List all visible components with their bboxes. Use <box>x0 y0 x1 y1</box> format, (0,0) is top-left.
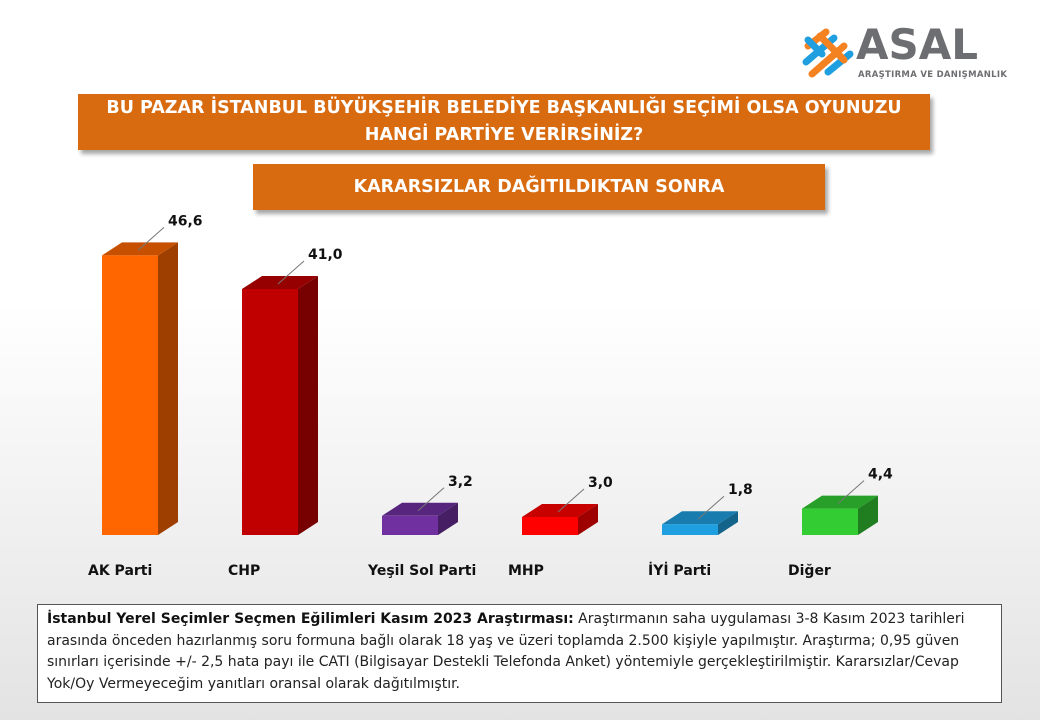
question-line-2: HANGİ PARTİYE VERİRSİNİZ? <box>364 125 644 145</box>
bar-side-chp <box>298 276 318 535</box>
bar-chp <box>242 289 298 535</box>
leader-line-chp <box>277 260 305 285</box>
category-label-ak-parti: AK Parti <box>88 563 152 579</box>
category-label-chp: CHP <box>228 563 260 579</box>
value-label-ak-parti: 46,6 <box>168 213 203 229</box>
note-text: Araştırmanın saha uygulaması 3-8 Kasım 2… <box>47 611 965 692</box>
bar-chart: 46,6 AK Parti 41,0 CHP 3,2 Yeşil Sol Parti 3,0… <box>88 213 893 579</box>
category-label-ye-il-sol-parti: Yeşil Sol Parti <box>367 563 476 579</box>
bar-side-ak-parti <box>158 242 178 535</box>
bar-side-i-yi-parti <box>718 511 738 535</box>
leader-line-ak-parti <box>137 227 165 251</box>
question-line-1: BU PAZAR İSTANBUL BÜYÜKŞEHİR BELEDİYE BA… <box>106 98 902 118</box>
bar-mhp <box>522 517 578 535</box>
bar-side-di-er <box>858 495 878 535</box>
leader-line-ye-il-sol-parti <box>417 487 445 512</box>
value-label-chp: 41,0 <box>308 247 343 263</box>
leader-line-i-yi-parti <box>697 495 725 520</box>
value-label-di-er: 4,4 <box>868 467 893 483</box>
logo-wordmark: ASAL <box>856 20 979 69</box>
asal-logo: ASAL ARAŞTIRMA VE DANIŞMANLIK <box>800 20 1007 86</box>
asal-logo-icon <box>802 28 854 78</box>
category-label-di-er: Diğer <box>788 563 831 579</box>
bar-side-mhp <box>578 504 598 535</box>
methodology-note: İstanbul Yerel Seçimler Seçmen Eğilimler… <box>37 604 1002 703</box>
category-label-i-yi-parti: İYİ Parti <box>648 562 711 579</box>
bar-ak-parti <box>102 255 158 535</box>
value-label-mhp: 3,0 <box>588 475 613 491</box>
question-banner: BU PAZAR İSTANBUL BÜYÜKŞEHİR BELEDİYE BA… <box>78 94 930 150</box>
leader-line-mhp <box>557 488 585 513</box>
category-label-mhp: MHP <box>508 563 544 579</box>
bar-i-yi-parti <box>662 524 718 535</box>
logo-subtitle: ARAŞTIRMA VE DANIŞMANLIK <box>858 70 1008 80</box>
note-title: İstanbul Yerel Seçimler Seçmen Eğilimler… <box>47 611 574 627</box>
subtitle-banner: KARARSIZLAR DAĞITILDIKTAN SONRA <box>253 164 825 210</box>
bar-side-ye-il-sol-parti <box>438 502 458 535</box>
bar-ye-il-sol-parti <box>382 515 438 535</box>
leader-line-di-er <box>837 480 865 504</box>
bar-di-er <box>802 508 858 535</box>
value-label-i-yi-parti: 1,8 <box>728 482 753 498</box>
value-label-ye-il-sol-parti: 3,2 <box>448 474 473 490</box>
